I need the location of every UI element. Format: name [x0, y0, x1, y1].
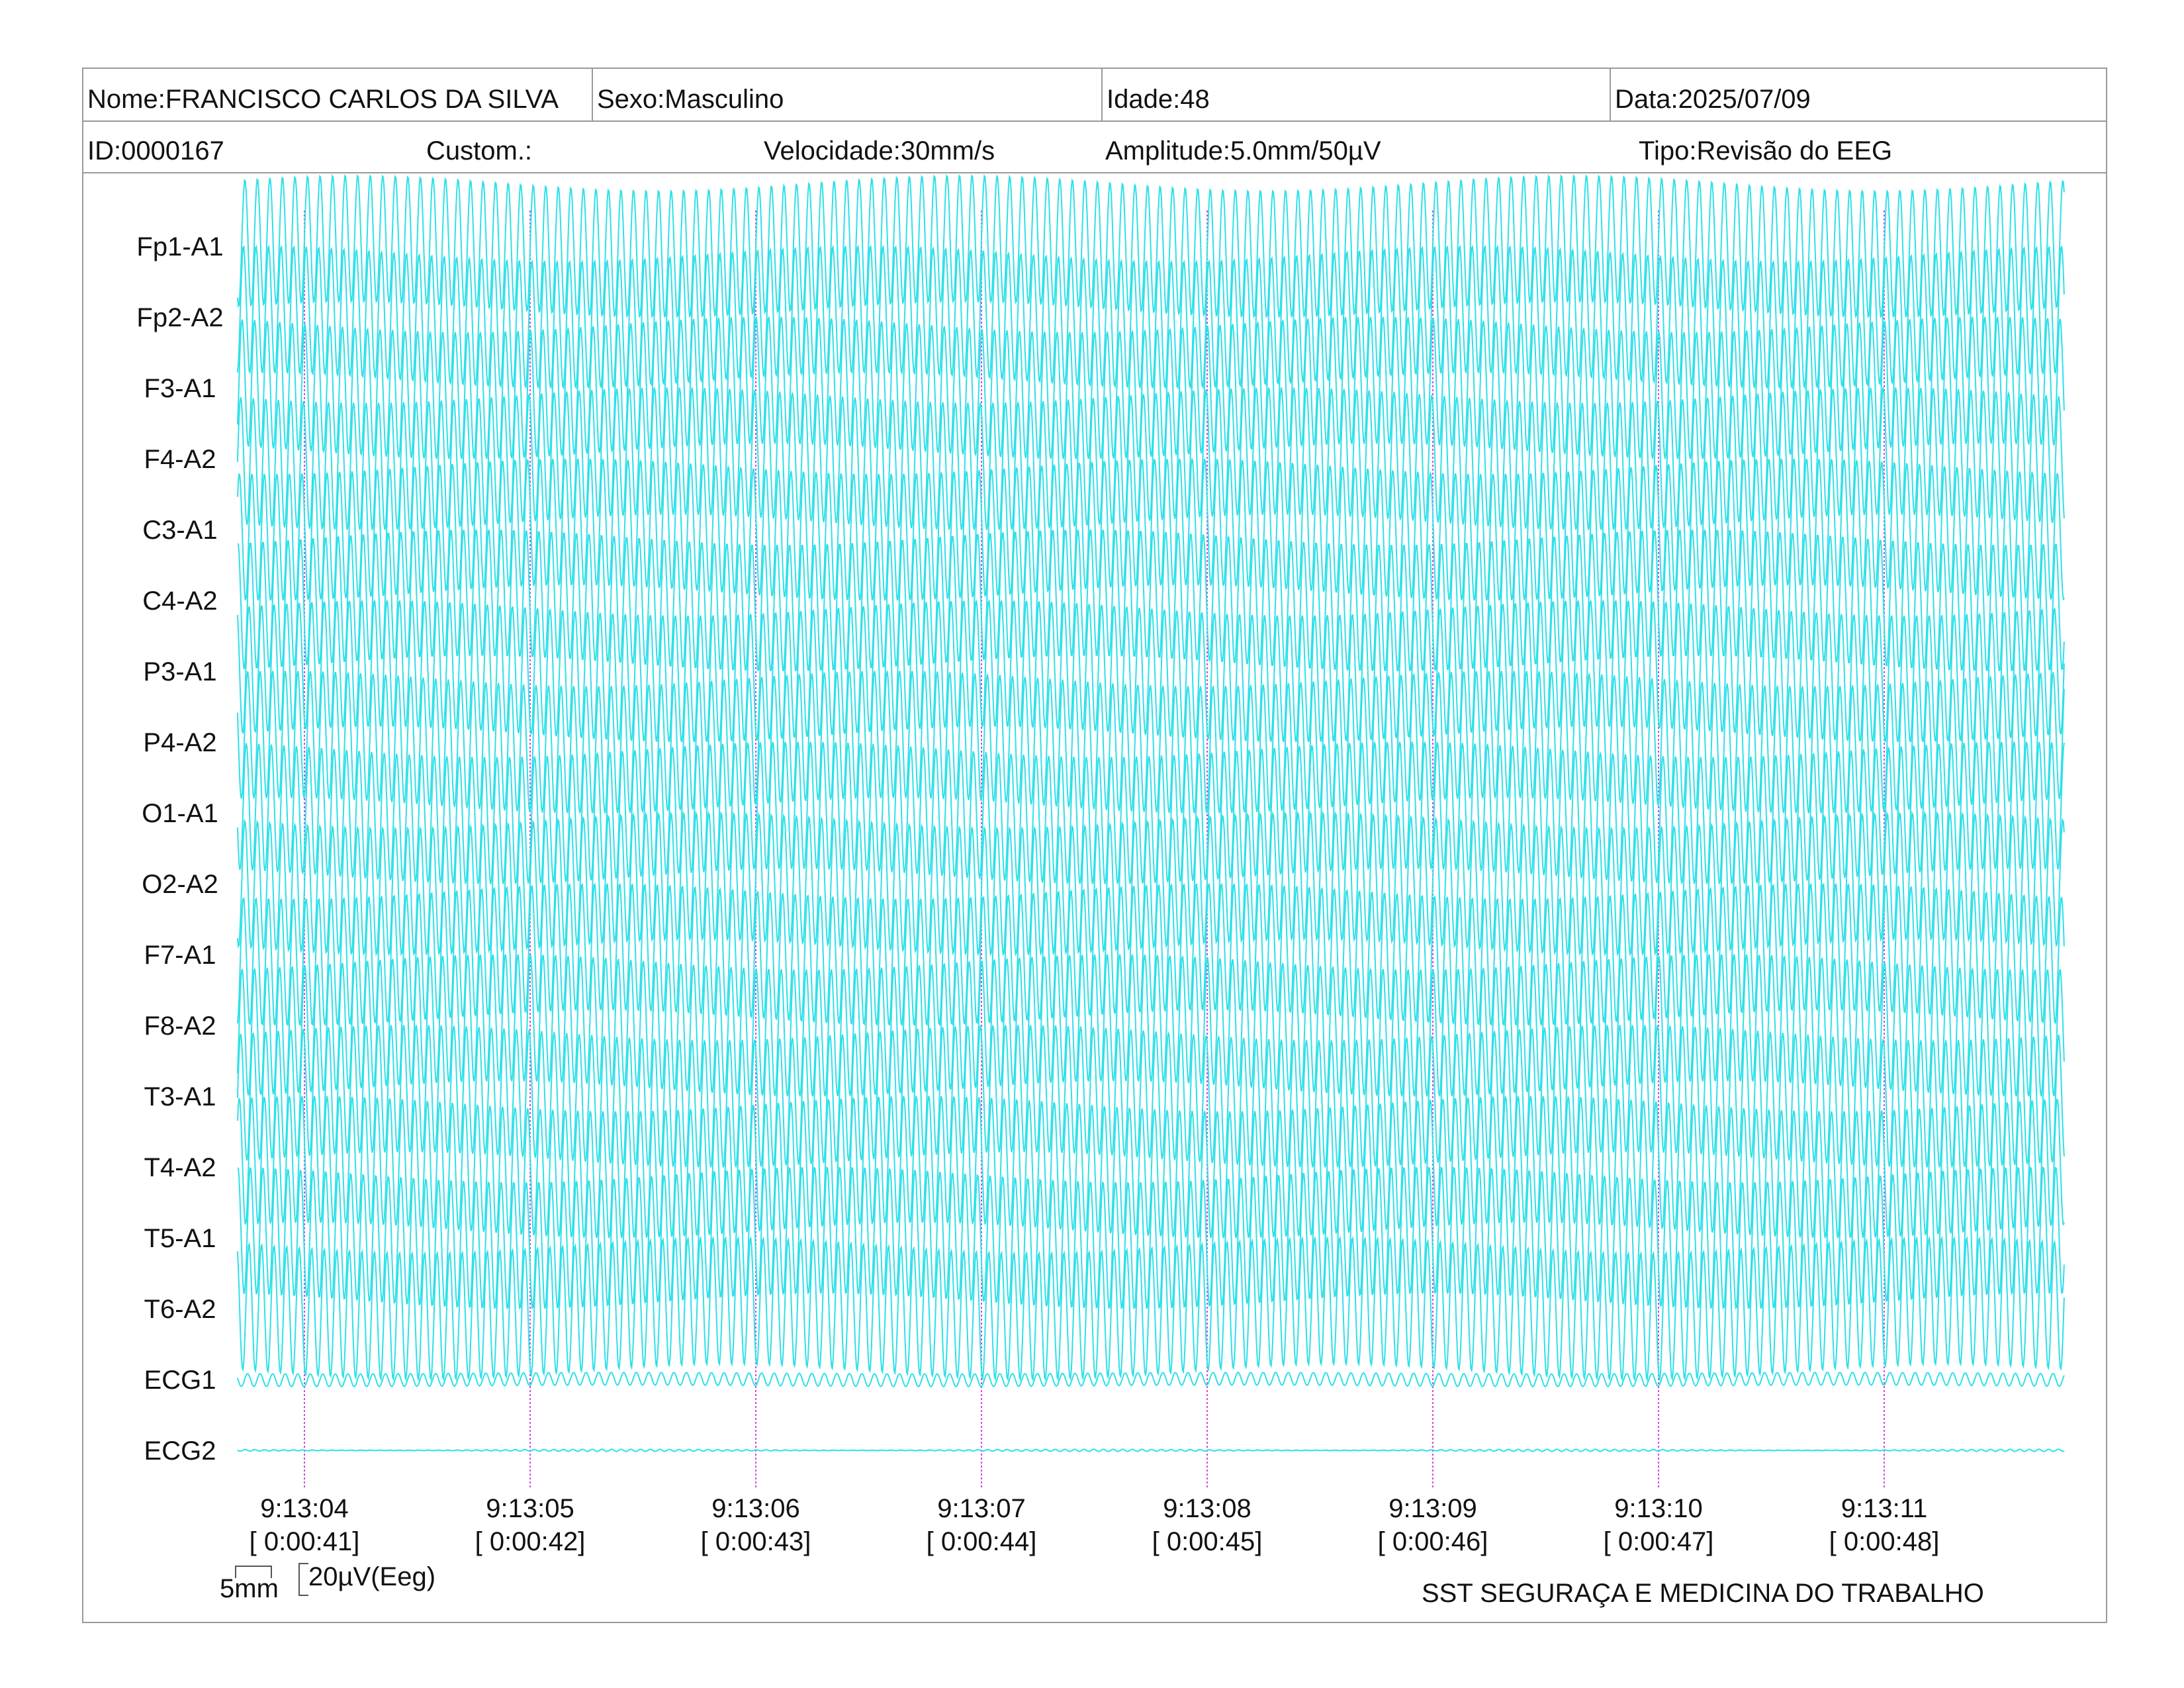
trace-f8-a2	[236, 954, 2065, 1097]
organization-name: SST SEGURAÇA E MEDICINA DO TRABALHO	[1422, 1579, 1984, 1608]
patient-sex: Sexo:Masculino	[592, 69, 1101, 120]
trace-t4-a2	[236, 1096, 2065, 1239]
custom-field: Custom.:	[426, 136, 533, 165]
tick-label-clock: 9:13:05	[486, 1494, 574, 1523]
channel-label: O1-A1	[142, 799, 218, 828]
trace-f3-a1	[236, 316, 2065, 459]
tick-label-elapsed: [ 0:00:48]	[1829, 1527, 1940, 1556]
tick-label-clock: 9:13:06	[711, 1494, 799, 1523]
channel-label: F7-A1	[144, 941, 216, 970]
amplitude-scale-bracket	[298, 1563, 308, 1596]
exam-date: Data:2025/07/09	[1610, 69, 2107, 120]
trace-c3-a1	[236, 458, 2065, 601]
channel-label: T5-A1	[144, 1224, 216, 1253]
tick-label-elapsed: [ 0:00:41]	[250, 1527, 360, 1556]
trace-fp2-a2	[236, 244, 2065, 390]
header-row-2: ID:0000167 Custom.: Velocidade:30mm/s Am…	[83, 120, 2106, 173]
exam-type: Tipo:Revisão do EEG	[1639, 136, 1893, 165]
channel-label: C3-A1	[142, 516, 217, 545]
amplitude-setting: Amplitude:5.0mm/50µV	[1105, 136, 1381, 165]
channel-label: P3-A1	[143, 657, 216, 686]
trace-c4-a2	[237, 530, 2065, 671]
channel-label: F3-A1	[144, 374, 216, 403]
tick-label-elapsed: [ 0:00:45]	[1152, 1527, 1263, 1556]
channel-label: Fp2-A2	[136, 303, 223, 332]
channel-label: ECG2	[144, 1436, 216, 1466]
trace-t3-a1	[236, 1025, 2065, 1168]
tick-label-elapsed: [ 0:00:42]	[475, 1527, 586, 1556]
tick-label-clock: 9:13:08	[1163, 1494, 1251, 1523]
channel-label: Fp1-A1	[136, 232, 223, 261]
trace-p3-a1	[236, 600, 2065, 743]
trace-t5-a1	[237, 1166, 2065, 1309]
tick-label-clock: 9:13:10	[1614, 1494, 1702, 1523]
patient-id: ID:0000167	[87, 136, 224, 165]
tick-label-elapsed: [ 0:00:47]	[1604, 1527, 1714, 1556]
trace-o2-a2	[236, 811, 2065, 957]
patient-age: Idade:48	[1101, 69, 1610, 120]
trace-f4-a2	[236, 387, 2065, 530]
tick-label-elapsed: [ 0:00:44]	[927, 1527, 1037, 1556]
channel-label: T6-A2	[144, 1295, 216, 1324]
time-scale-label: 5mm	[220, 1574, 279, 1603]
patient-name: Nome:FRANCISCO CARLOS DA SILVA	[87, 85, 559, 114]
tick-label-elapsed: [ 0:00:43]	[701, 1527, 811, 1556]
time-axis: 9:13:04 [ 0:00:41] 9:13:05 [ 0:00:42] 9:13:0…	[250, 1494, 1940, 1556]
header-row-1: Nome:FRANCISCO CARLOS DA SILVA Sexo:Masc…	[83, 69, 2106, 122]
time-scale-bracket	[235, 1566, 272, 1578]
paper-speed: Velocidade:30mm/s	[764, 136, 995, 165]
tick-label-clock: 9:13:07	[937, 1494, 1025, 1523]
trace-t6-a2	[236, 1235, 2065, 1382]
channel-label: F4-A2	[144, 445, 216, 474]
eeg-traces	[236, 174, 2065, 1452]
channel-label: O2-A2	[142, 870, 218, 899]
channel-label: ECG1	[144, 1366, 216, 1395]
tick-label-clock: 9:13:04	[260, 1494, 348, 1523]
tick-label-elapsed: [ 0:00:46]	[1378, 1527, 1488, 1556]
channel-label: T3-A1	[144, 1082, 216, 1111]
channel-label: P4-A2	[143, 728, 216, 757]
report-frame: Nome:FRANCISCO CARLOS DA SILVA Sexo:Masc…	[82, 68, 2107, 1623]
trace-ecg1	[236, 1372, 2065, 1387]
amplitude-scale-label: 20µV(Eeg)	[308, 1562, 436, 1591]
channel-label: F8-A2	[144, 1011, 216, 1041]
channel-label: C4-A2	[142, 586, 217, 616]
trace-o1-a1	[236, 741, 2065, 884]
channel-label: T4-A2	[144, 1153, 216, 1182]
trace-ecg2	[237, 1448, 2065, 1452]
scale-bar	[235, 1563, 308, 1596]
trace-p4-a2	[236, 671, 2065, 814]
tick-label-clock: 9:13:09	[1388, 1494, 1477, 1523]
channel-labels: Fp1-A1 Fp2-A2 F3-A1 F4-A2 C3-A1 C4-A2 P3-A1 P4-…	[136, 232, 223, 1466]
trace-fp1-a1	[236, 174, 2065, 319]
tick-label-clock: 9:13:11	[1841, 1494, 1928, 1523]
trace-f7-a1	[236, 882, 2065, 1027]
